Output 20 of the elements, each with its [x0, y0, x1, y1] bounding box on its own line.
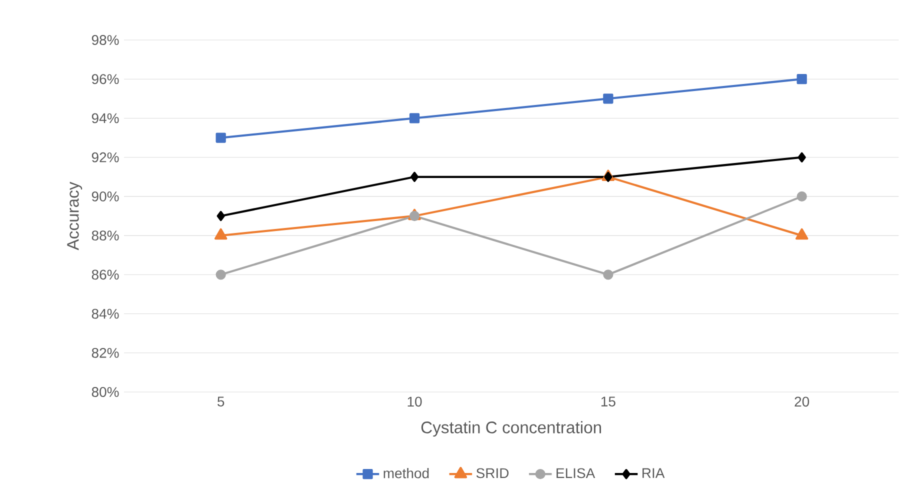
x-tick-label: 15 — [601, 396, 616, 406]
y-tick-label: 94% — [92, 113, 119, 124]
y-tick-label: 96% — [92, 74, 119, 84]
x-tick-label: 5 — [218, 396, 224, 406]
y-tick-label: 90% — [92, 191, 119, 202]
y-tick-label: 80% — [92, 387, 119, 397]
legend-label: method — [384, 468, 429, 478]
y-tick-label: 88% — [92, 230, 119, 241]
x-tick-label: 10 — [408, 396, 422, 407]
y-tick-label: 82% — [92, 348, 119, 358]
y-tick-label: 98% — [92, 35, 119, 45]
legend-label: SRID — [476, 468, 509, 478]
x-axis-title: Cystatin C concentration — [421, 421, 601, 437]
legend-label: RIA — [642, 468, 665, 478]
legend-label: ELISA — [556, 468, 596, 478]
y-axis-title: Accuracy — [67, 182, 82, 250]
x-tick-label: 20 — [794, 396, 810, 407]
y-tick-label: 86% — [92, 270, 119, 280]
y-tick-label: 92% — [92, 152, 119, 162]
y-tick-label: 84% — [92, 308, 119, 319]
